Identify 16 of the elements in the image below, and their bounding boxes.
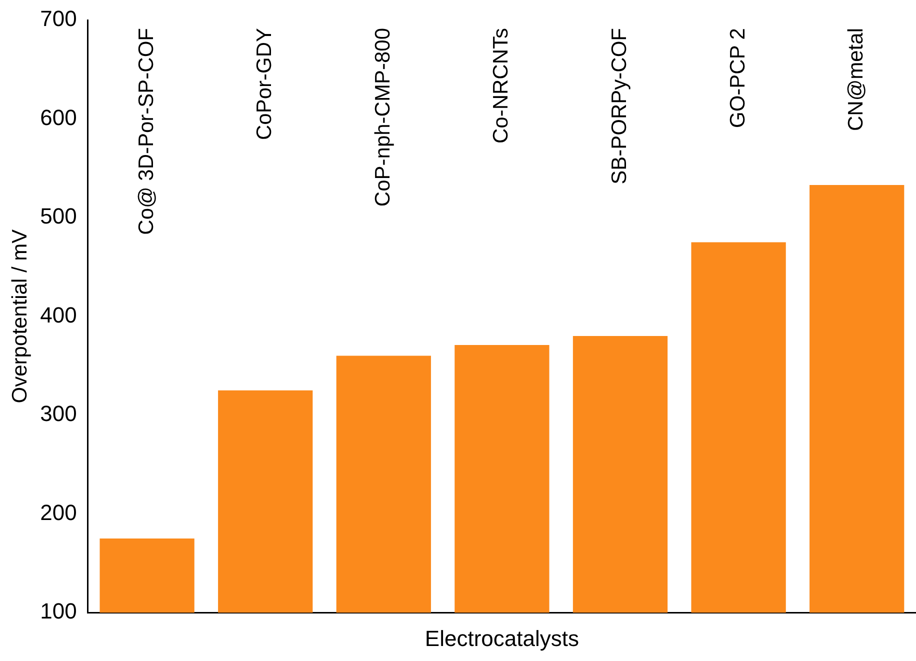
x-tick-label: CoPor-GDY — [253, 28, 276, 140]
y-tick-label: 200 — [40, 500, 77, 525]
y-tick-label: 500 — [40, 204, 77, 229]
x-axis-title: Electrocatalysts — [424, 626, 579, 651]
y-tick-label: 600 — [40, 104, 77, 130]
y-axis-title: Overpotential / mV — [8, 229, 32, 404]
y-tick-label: 700 — [40, 6, 77, 32]
x-tick-label: Co@ 3D-Por-SP-COF — [134, 28, 158, 235]
x-tick-label: GO-PCP 2 — [726, 28, 750, 128]
x-tick-label: Co-NRCNTs — [490, 28, 513, 144]
y-tick-label: 400 — [40, 302, 77, 328]
x-tick-label: CN@metal — [844, 28, 868, 132]
y-tick-label: 100 — [40, 598, 77, 624]
x-tick-label: SB-PORPy-COF — [608, 28, 632, 184]
y-tick-label: 300 — [40, 401, 77, 426]
x-tick-label: CoP-nph-CMP-800 — [371, 28, 394, 207]
